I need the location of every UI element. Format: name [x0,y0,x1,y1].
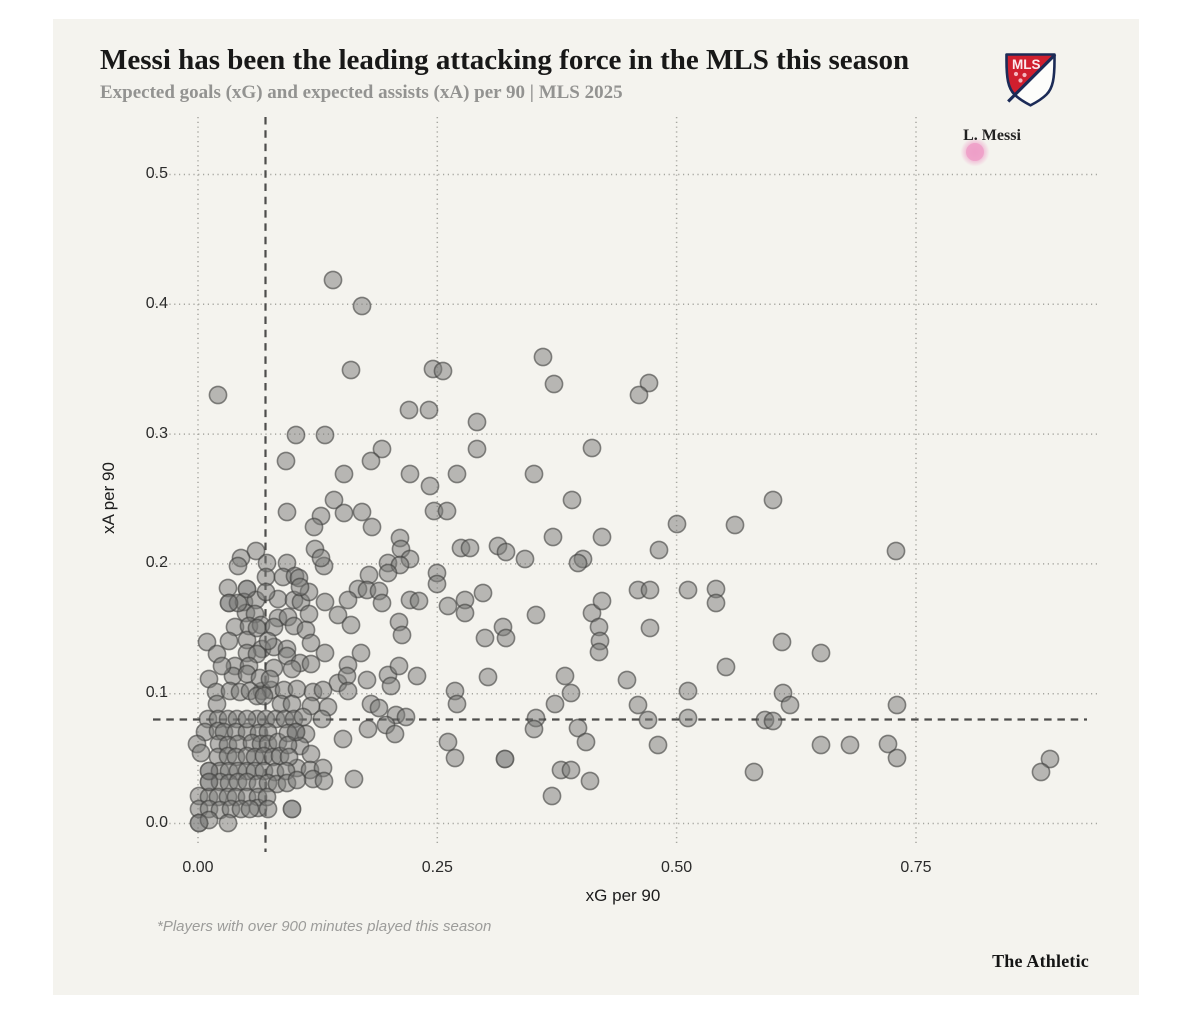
svg-text:MLS: MLS [1012,57,1041,72]
